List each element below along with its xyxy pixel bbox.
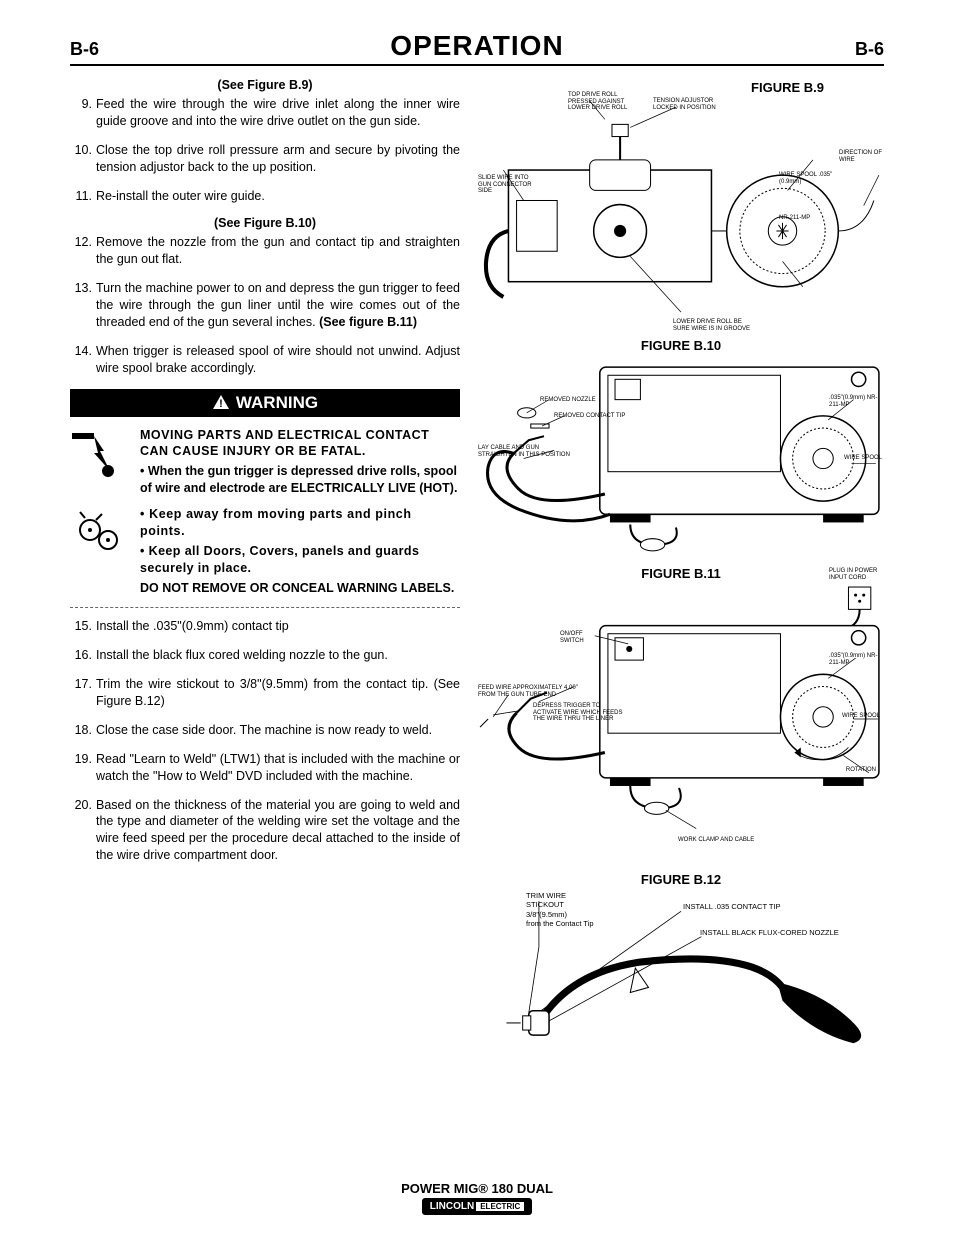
- step-14: 14. When trigger is released spool of wi…: [70, 343, 460, 377]
- content-columns: (See Figure B.9) 9. Feed the wire throug…: [70, 74, 884, 1079]
- figure-b10: REMOVED NOZZLE REMOVED CONTACT TIP LAY C…: [478, 357, 884, 560]
- fig-b12-label-nozzle: INSTALL BLACK FLUX-CORED NOZZLE: [700, 929, 839, 938]
- fig-b10-label-lay: LAY CABLE AND GUN STRAIGHTEN IN THIS POS…: [478, 445, 573, 458]
- warning-footer: DO NOT REMOVE OR CONCEAL WARNING LABELS.: [140, 580, 460, 597]
- fig-b11-label-plug: PLUG IN POWER INPUT CORD: [829, 568, 884, 581]
- fig-b10-label-size: .035"(0.9mm) NR-211-MP: [829, 395, 884, 408]
- lincoln-logo: LINCOLNELECTRIC: [422, 1198, 532, 1215]
- fig-b10-label-nozzle: REMOVED NOZZLE: [540, 397, 596, 404]
- fig-b10-label-spool: WIRE SPOOL: [844, 455, 884, 462]
- fig-b12-label-trim: TRIM WIRE STICKOUT 3/8"(9.5mm) from the …: [526, 891, 626, 929]
- fig-b11-label-feed: FEED WIRE APPROXIMATELY 4.00" FROM THE G…: [478, 685, 578, 698]
- see-figure-b9: (See Figure B.9): [70, 78, 460, 92]
- figure-b12: TRIM WIRE STICKOUT 3/8"(9.5mm) from the …: [478, 891, 884, 1079]
- fig-b9-label-lower: LOWER DRIVE ROLL BE SURE WIRE IS IN GROO…: [673, 319, 753, 332]
- see-figure-b10: (See Figure B.10): [70, 216, 460, 230]
- svg-text:!: !: [219, 398, 223, 410]
- fig-b9-label-slide: SLIDE WIRE INTO GUN CONNECTOR SIDE: [478, 175, 533, 195]
- fig-b10-label-tip: REMOVED CONTACT TIP: [554, 413, 625, 420]
- fig-b11-label-depress: DEPRESS TRIGGER TO ACTIVATE WIRE WHICH F…: [533, 703, 628, 723]
- warning-headline: MOVING PARTS AND ELECTRICAL CONTACT CAN …: [140, 427, 460, 461]
- figure-b12-title: FIGURE B.12: [478, 872, 884, 887]
- product-name: POWER MIG® 180 DUAL: [0, 1181, 954, 1196]
- figure-b9-title: FIGURE B.9: [478, 80, 884, 95]
- figure-b11: ON/OFF SWITCH FEED WIRE APPROXIMATELY 4.…: [478, 585, 884, 844]
- figure-b11-title-row: FIGURE B.11 PLUG IN POWER INPUT CORD: [478, 566, 884, 581]
- moving-parts-icon: [70, 506, 130, 599]
- step-16: 16. Install the black flux cored welding…: [70, 647, 460, 664]
- warning-triangle-icon: !: [212, 394, 230, 410]
- left-column: (See Figure B.9) 9. Feed the wire throug…: [70, 74, 460, 1079]
- warning-bar: ! WARNING: [70, 389, 460, 417]
- page-title: OPERATION: [390, 30, 563, 62]
- fig-b11-label-clamp: WORK CLAMP AND CABLE: [678, 837, 754, 844]
- figure-b10-title: FIGURE B.10: [478, 338, 884, 353]
- page-number-left: B-6: [70, 39, 99, 60]
- step-18: 18. Close the case side door. The machin…: [70, 722, 460, 739]
- page-number-right: B-6: [855, 39, 884, 60]
- warning-bullet-1: • When the gun trigger is depressed driv…: [140, 463, 460, 497]
- dashed-separator: [70, 607, 460, 608]
- fig-b9-label-nr: NR-211-MP: [779, 215, 829, 222]
- warning-bullet-2: • Keep away from moving parts and pinch …: [140, 506, 460, 540]
- step-11: 11. Re-install the outer wire guide.: [70, 188, 460, 205]
- step-20: 20. Based on the thickness of the materi…: [70, 797, 460, 865]
- fig-b11-label-switch: ON/OFF SWITCH: [560, 631, 595, 644]
- warning-block-1: MOVING PARTS AND ELECTRICAL CONTACT CAN …: [70, 427, 460, 501]
- page-header: B-6 OPERATION B-6: [70, 30, 884, 66]
- fig-b9-label-tension: TENSION ADJUSTOR LOCKED IN POSITION: [653, 98, 733, 111]
- fig-b12-label-tip: INSTALL .035 CONTACT TIP: [683, 903, 781, 912]
- fig-b9-label-spool: WIRE SPOOL .035" (0.9mm): [779, 172, 834, 185]
- fig-b9-label-top: TOP DRIVE ROLL PRESSED AGAINST LOWER DRI…: [568, 92, 638, 112]
- page-footer: POWER MIG® 180 DUAL LINCOLNELECTRIC: [0, 1181, 954, 1215]
- step-15: 15. Install the .035"(0.9mm) contact tip: [70, 618, 460, 635]
- step-13: 13. Turn the machine power to on and dep…: [70, 280, 460, 331]
- step-17: 17. Trim the wire stickout to 3/8"(9.5mm…: [70, 676, 460, 710]
- step-9: 9. Feed the wire through the wire drive …: [70, 96, 460, 130]
- fig-b11-label-rotation: ROTATION: [846, 767, 876, 774]
- figure-b9-diagram: [478, 99, 884, 327]
- figure-b9: FIGURE B.9: [478, 80, 884, 332]
- step-19: 19. Read "Learn to Weld" (LTW1) that is …: [70, 751, 460, 785]
- shock-hazard-icon: [70, 427, 130, 501]
- step-12: 12. Remove the nozzle from the gun and c…: [70, 234, 460, 268]
- right-column: FIGURE B.9: [478, 74, 884, 1079]
- warning-bullet-3: • Keep all Doors, Covers, panels and gua…: [140, 543, 460, 577]
- fig-b11-label-size: .035"(0.9mm) NR-211-MP: [829, 653, 884, 666]
- fig-b9-label-direction: DIRECTION OF WIRE: [839, 150, 884, 163]
- fig-b11-label-spool: WIRE SPOOL: [842, 713, 884, 720]
- step-10: 10. Close the top drive roll pressure ar…: [70, 142, 460, 176]
- warning-block-2: • Keep away from moving parts and pinch …: [70, 506, 460, 599]
